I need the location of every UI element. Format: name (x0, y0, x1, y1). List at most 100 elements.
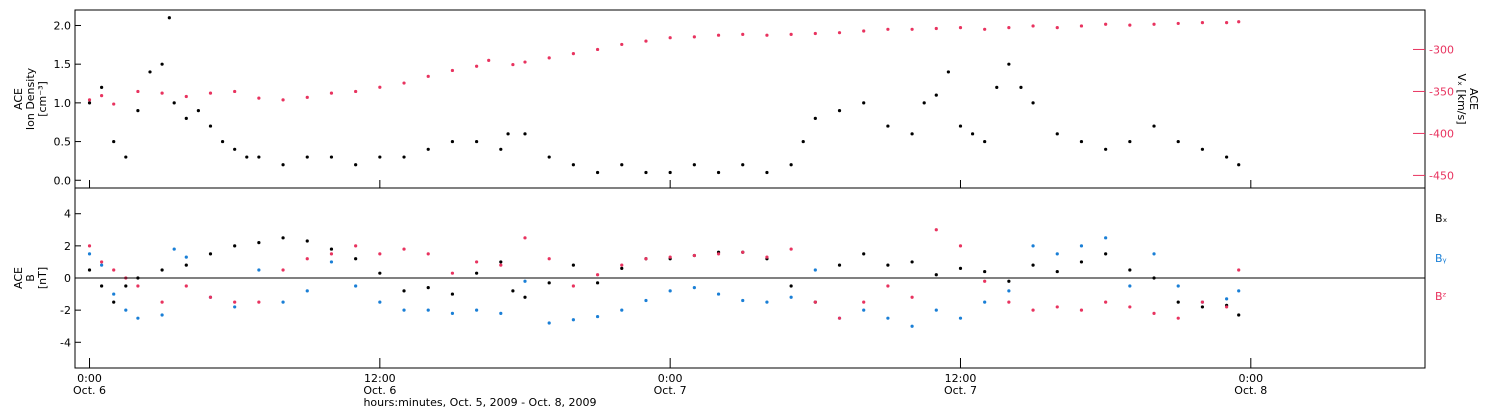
bz-point (862, 300, 866, 304)
by-point (136, 316, 140, 320)
density-point (167, 16, 171, 20)
bx-point (1031, 263, 1035, 267)
bfield-axis-title-line3: [nT] (36, 267, 49, 289)
bfield-y-tick-label: 2 (64, 240, 71, 253)
bz-point (305, 257, 309, 261)
density-point (692, 163, 696, 167)
bx-point (571, 263, 575, 267)
density-point (1019, 85, 1023, 89)
bz-point (112, 268, 116, 272)
density-axis-title-line3: [cm⁻³] (36, 81, 49, 117)
density-point (910, 132, 914, 136)
bfield-y-tick-label: -4 (60, 336, 71, 349)
by-point (692, 286, 696, 290)
by-point (958, 316, 963, 320)
by-point (281, 300, 285, 304)
by-point (1225, 297, 1229, 301)
bz-point (765, 255, 769, 259)
bx-point (475, 271, 479, 275)
bz-point (475, 260, 479, 264)
bz-point (184, 284, 188, 288)
density-point (813, 116, 817, 120)
density-point (184, 116, 188, 120)
velocity-point (1152, 22, 1156, 26)
by-point (1152, 252, 1156, 256)
velocity-point (160, 91, 164, 95)
bx-point (1055, 269, 1059, 274)
bz-point (281, 268, 285, 272)
velocity-axis-title-line2: Vₓ [km/s] (1455, 73, 1468, 124)
bx-point (499, 260, 503, 264)
velocity-y-axis: -300 -350 -400 -450 (1413, 43, 1454, 182)
density-point (1225, 155, 1229, 159)
velocity-point (983, 27, 987, 31)
bx-point (547, 281, 551, 285)
time-axis-tick-date: Oct. 6 (73, 384, 106, 397)
density-point (995, 85, 999, 89)
bfield-series (87, 228, 1241, 328)
bz-point (644, 257, 648, 261)
by-point (160, 313, 164, 317)
velocity-point (910, 27, 914, 31)
velocity-point (837, 31, 842, 35)
velocity-point (620, 42, 624, 47)
time-axis-tick-time: 12:00 (364, 372, 396, 385)
bx-point (1079, 260, 1084, 264)
bx-point (523, 295, 527, 299)
bz-point (257, 300, 261, 304)
bz-point (741, 250, 745, 254)
density-point (1031, 101, 1035, 105)
by-point (475, 308, 479, 312)
by-point (644, 298, 648, 303)
density-point (644, 170, 648, 175)
velocity-point (100, 94, 104, 98)
bx-point (837, 263, 842, 267)
density-panel-frame (74, 9, 1426, 189)
velocity-point (1225, 20, 1229, 25)
density-point (475, 139, 479, 144)
density-point (595, 170, 600, 175)
bx-point (87, 268, 92, 272)
velocity-point (1237, 20, 1241, 24)
density-point (837, 109, 842, 113)
velocity-point (233, 89, 237, 94)
density-point (620, 163, 624, 167)
by-point (668, 289, 672, 293)
bz-point (378, 252, 382, 256)
bz-point (983, 279, 987, 283)
density-point (160, 62, 164, 66)
bz-point (547, 257, 551, 261)
bx-point (124, 284, 128, 288)
density-point (148, 70, 152, 74)
time-axis-tick-date: Oct. 7 (944, 384, 977, 397)
by-point (233, 305, 237, 309)
bz-point (1225, 305, 1229, 309)
density-velocity-series (87, 16, 1241, 175)
velocity-point (1055, 26, 1059, 30)
time-axis-tick-time: 0:00 (77, 372, 102, 385)
velocity-point (547, 56, 551, 60)
by-point (87, 252, 92, 256)
velocity-point (354, 89, 358, 94)
bx-point (1104, 252, 1108, 256)
bx-point (208, 252, 213, 256)
by-point (100, 263, 104, 267)
density-point (426, 147, 430, 151)
by-point (571, 318, 575, 322)
velocity-point (475, 64, 479, 68)
density-point (958, 124, 963, 128)
bfield-y-tick-label: -2 (60, 304, 71, 317)
density-point (354, 163, 358, 167)
bx-point (1128, 268, 1132, 272)
bz-point (426, 252, 430, 256)
bz-point (87, 244, 92, 248)
density-point (1237, 163, 1241, 167)
by-point (910, 324, 914, 328)
bfield-y-tick-label: 4 (64, 208, 71, 221)
bfield-axis-title-line2: B (24, 274, 37, 282)
by-point (402, 308, 406, 312)
by-point (1176, 284, 1180, 288)
velocity-point (1079, 24, 1084, 28)
bz-point (668, 255, 672, 259)
